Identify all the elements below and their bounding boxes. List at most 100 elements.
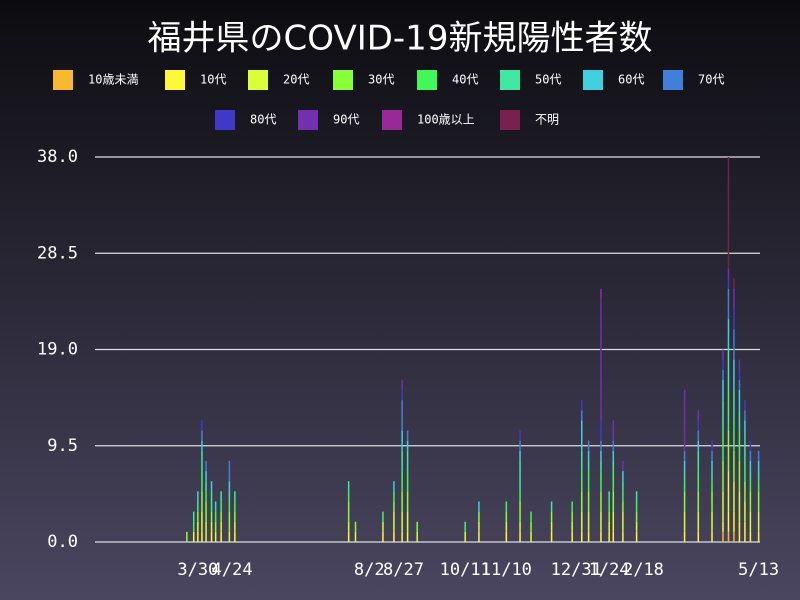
- bar-segment: [697, 440, 700, 451]
- bar-segment: [733, 308, 735, 330]
- bar-segment: [347, 491, 350, 502]
- bar-segment: [749, 471, 752, 482]
- bar-segment: [600, 288, 602, 299]
- bar-segment: [622, 481, 624, 492]
- bar-segment: [505, 501, 508, 512]
- x-tick-label: 10/11: [440, 560, 491, 580]
- bar-segment: [683, 390, 686, 451]
- bar-segment: [519, 531, 521, 542]
- bar-segment: [612, 440, 615, 451]
- bar-segment: [210, 501, 213, 512]
- bar-segment: [635, 531, 638, 542]
- bar-segment: [635, 521, 638, 532]
- bar-segment: [519, 450, 521, 461]
- bar-segment: [581, 410, 583, 421]
- bar-segment: [478, 521, 480, 532]
- bar-segment: [635, 491, 638, 502]
- bar-segment: [201, 471, 203, 492]
- bar-segment: [347, 481, 350, 492]
- bar-segment: [612, 471, 615, 492]
- bar-segment: [622, 511, 624, 532]
- legend-swatch: [165, 70, 185, 90]
- bar-segment: [197, 521, 199, 532]
- bar-segment: [354, 531, 357, 542]
- bar-segment: [711, 481, 713, 492]
- bar-segment: [201, 450, 203, 472]
- bar-segment: [711, 440, 713, 451]
- bar-segment: [757, 460, 760, 472]
- bar-segment: [683, 531, 686, 542]
- y-tick-label: 9.5: [47, 436, 78, 456]
- bar-segment: [722, 460, 724, 492]
- bar-segment: [347, 521, 350, 532]
- bar-segment: [228, 491, 231, 502]
- bar-segment: [571, 521, 573, 532]
- bar-segment: [464, 521, 466, 532]
- bar-segment: [600, 471, 602, 492]
- bar-segment: [214, 531, 217, 542]
- bar-segment: [581, 420, 583, 451]
- bar-segment: [201, 511, 203, 532]
- bar-segment: [722, 400, 724, 431]
- bar-segment: [505, 521, 508, 532]
- bar-segment: [530, 511, 532, 522]
- legend-label: 20代: [283, 73, 309, 87]
- bar-segment: [210, 521, 213, 532]
- bar-segment: [550, 511, 553, 522]
- bar-segment: [530, 521, 532, 532]
- bar-segment: [401, 390, 403, 401]
- bar-segment: [197, 511, 199, 522]
- bar-segment: [608, 531, 610, 542]
- bar-segment: [727, 268, 730, 279]
- bar-segment: [571, 511, 573, 522]
- bar-segment: [519, 440, 521, 451]
- bar-segment: [587, 440, 590, 451]
- bar-segment: [401, 471, 403, 492]
- bar-segment: [697, 420, 700, 431]
- bar-segment: [600, 440, 602, 451]
- bar-segment: [683, 491, 686, 512]
- bar-segment: [214, 501, 217, 512]
- legend-swatch: [500, 70, 520, 90]
- bar-segment: [406, 491, 409, 512]
- bar-segment: [406, 450, 409, 472]
- y-tick-label: 28.5: [37, 243, 78, 263]
- bar-segment: [738, 430, 741, 461]
- legend-swatch: [333, 70, 353, 90]
- bar-segment: [722, 531, 724, 542]
- bar-segment: [214, 511, 217, 522]
- bar-segment: [683, 450, 686, 461]
- bar-segment: [749, 460, 752, 472]
- bar-segment: [711, 450, 713, 461]
- bar-segment: [192, 531, 195, 542]
- bar-segment: [478, 501, 480, 512]
- legend-swatch: [663, 70, 683, 90]
- legend-swatch: [215, 110, 235, 130]
- bar-segment: [757, 511, 760, 532]
- bar-segment: [744, 460, 746, 482]
- x-tick-label: 1/24: [589, 560, 630, 580]
- bar-segment: [581, 450, 583, 472]
- bar-segment: [347, 531, 350, 542]
- bar-segment: [581, 531, 583, 542]
- bar-segment: [749, 491, 752, 512]
- bar-segment: [744, 420, 746, 441]
- bar-segment: [587, 460, 590, 472]
- legend-label: 60代: [618, 73, 644, 87]
- bar-segment: [738, 491, 741, 522]
- bar-segment: [722, 521, 724, 532]
- bar-segment: [722, 491, 724, 522]
- bar-segment: [210, 491, 213, 502]
- bar-segment: [401, 400, 403, 431]
- bar-segment: [393, 491, 395, 502]
- bar-segment: [727, 349, 730, 391]
- bar-segment: [205, 501, 207, 522]
- bar-segment: [612, 460, 615, 472]
- x-tick-label: 12/31: [551, 560, 602, 580]
- bar-segment: [722, 430, 724, 461]
- bar-segment: [600, 531, 602, 542]
- y-tick-label: 0.0: [47, 532, 78, 552]
- legend-label: 10歳未満: [88, 73, 138, 87]
- bar-segment: [192, 521, 195, 532]
